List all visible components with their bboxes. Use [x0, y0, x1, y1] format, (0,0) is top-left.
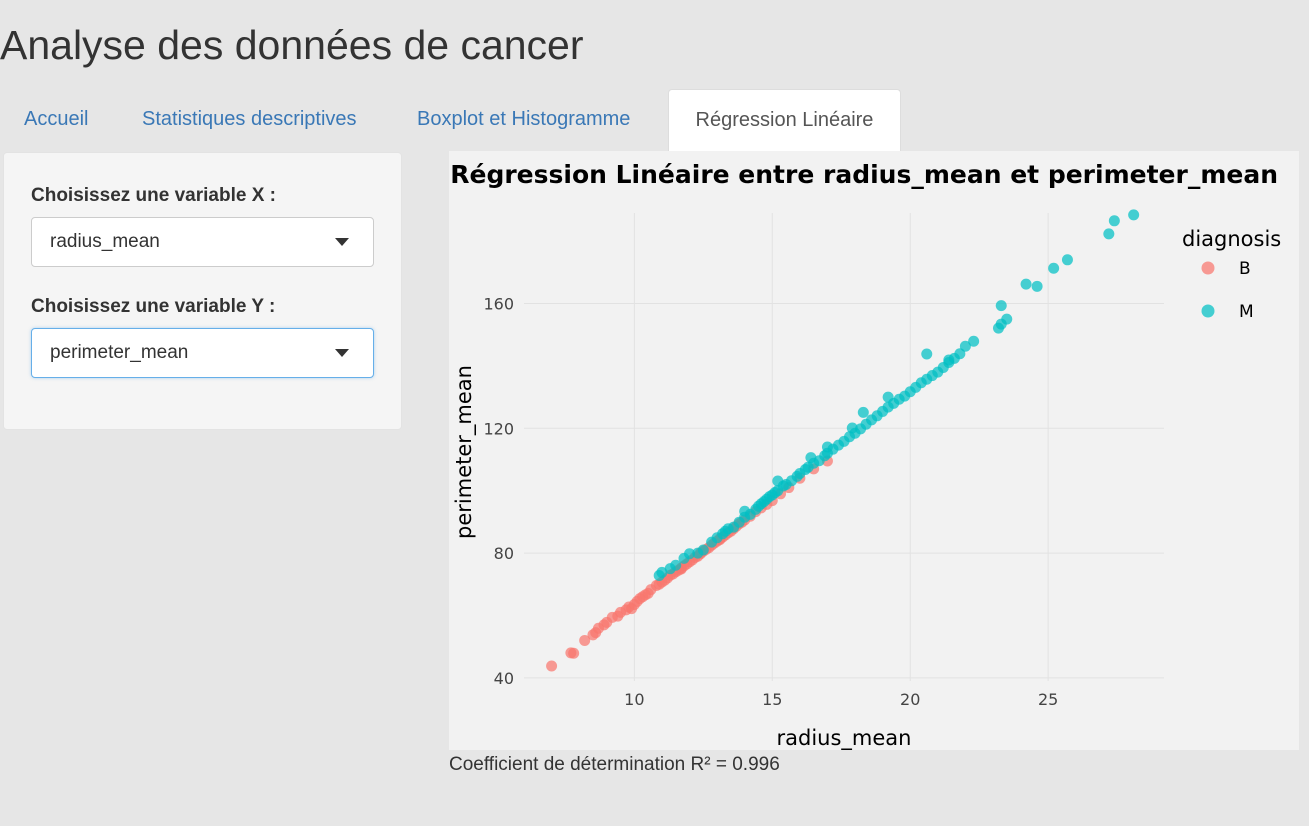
data-point-B	[587, 629, 599, 641]
scatter-chart: 10 15 20 25 40 80 120 160 Régression Linéaire en…	[450, 160, 1281, 750]
data-point-M	[921, 348, 933, 360]
data-point-B	[639, 589, 651, 601]
x-variable-select[interactable]: radius_mean	[31, 217, 374, 267]
chart-title: Régression Linéaire entre radius_mean et…	[450, 160, 1278, 189]
x-variable-value: radius_mean	[50, 231, 160, 252]
tab-boxplot-histogramme[interactable]: Boxplot et Histogramme	[417, 108, 631, 130]
legend-title: diagnosis	[1182, 227, 1281, 251]
y-tick-label: 80	[494, 544, 514, 563]
data-point-M	[684, 548, 696, 560]
x-variable-label: Choisissez une variable X :	[31, 185, 276, 206]
data-point-M	[959, 340, 971, 352]
data-point-M	[772, 475, 784, 487]
data-point-M	[1031, 280, 1043, 292]
regression-plot: 10 15 20 25 40 80 120 160 Régression Linéaire en…	[449, 151, 1299, 750]
data-point-B	[579, 634, 591, 646]
data-point-M	[670, 559, 682, 571]
data-point-M	[1128, 209, 1140, 221]
tab-statistiques-descriptives[interactable]: Statistiques descriptives	[142, 108, 357, 130]
data-point-B	[546, 660, 558, 672]
data-point-M	[943, 354, 955, 366]
app-title: Analyse des données de cancer	[0, 22, 584, 68]
data-point-M	[821, 441, 833, 453]
data-point-M	[1020, 278, 1032, 290]
data-point-M	[805, 452, 817, 464]
x-tick-label: 20	[900, 690, 920, 709]
data-point-M	[1048, 262, 1060, 274]
data-point-B	[626, 603, 638, 615]
x-tick-label: 10	[624, 690, 644, 709]
data-point-M	[656, 566, 668, 578]
data-point-M	[719, 525, 731, 537]
y-variable-label: Choisissez une variable Y :	[31, 296, 276, 317]
tab-regression-lineaire[interactable]: Régression Linéaire	[668, 89, 901, 151]
caret-down-icon	[335, 238, 349, 246]
legend-marker-B	[1201, 261, 1215, 275]
data-point-M	[882, 391, 894, 403]
data-point-M	[846, 422, 858, 434]
data-point-M	[697, 544, 709, 556]
data-point-B	[568, 647, 580, 659]
data-point-M	[1061, 254, 1073, 266]
y-axis-label: perimeter_mean	[452, 365, 477, 539]
x-tick-label: 15	[762, 690, 782, 709]
data-point-M	[1001, 313, 1013, 325]
caret-down-icon	[335, 349, 349, 357]
tab-bar: Accueil Statistiques descriptives Boxplo…	[0, 89, 1309, 151]
data-point-M	[968, 335, 980, 347]
x-axis-label: radius_mean	[777, 726, 912, 750]
data-point-M	[857, 406, 869, 418]
sidebar-panel: Choisissez une variable X : radius_mean …	[3, 152, 402, 430]
y-variable-value: perimeter_mean	[50, 342, 189, 363]
legend-label-B: B	[1239, 259, 1251, 279]
data-point-M	[995, 300, 1007, 312]
data-point-M	[739, 505, 751, 517]
data-point-M	[1108, 215, 1120, 227]
y-tick-label: 40	[494, 669, 514, 688]
y-tick-label: 160	[483, 294, 514, 313]
tab-accueil[interactable]: Accueil	[24, 108, 89, 130]
legend-label-M: M	[1239, 302, 1254, 322]
r-squared-caption: Coefficient de détermination R² = 0.996	[449, 754, 780, 775]
data-point-M	[1103, 228, 1115, 240]
y-tick-label: 120	[483, 419, 514, 438]
y-variable-select[interactable]: perimeter_mean	[31, 328, 374, 378]
legend-marker-M	[1201, 304, 1215, 318]
x-tick-label: 25	[1038, 690, 1058, 709]
